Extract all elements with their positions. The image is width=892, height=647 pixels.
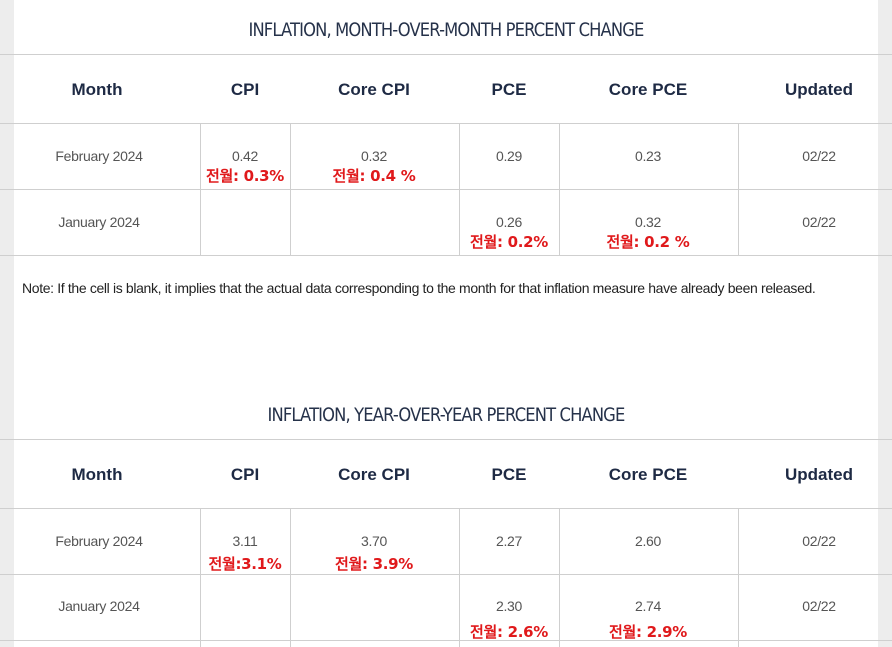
mom-row2-month: January 2024 <box>58 214 140 230</box>
yoy-row1-month: February 2024 <box>55 533 143 549</box>
yoy-header-updated: Updated <box>785 465 853 484</box>
divider <box>0 54 892 55</box>
yoy-table-title: INFLATION, YEAR-OVER-YEAR PERCENT CHANGE <box>267 404 626 426</box>
mom-table-title: INFLATION, MONTH-OVER-MONTH PERCENT CHAN… <box>248 19 644 41</box>
yoy-row2-core-pce: 2.74 <box>634 598 662 614</box>
yoy-row1-pce: 2.27 <box>495 533 523 549</box>
divider <box>559 123 560 255</box>
mom-row2-pce-prev: 전월: 0.2% <box>469 233 549 251</box>
divider <box>0 574 892 575</box>
divider <box>0 508 892 509</box>
mom-header-core-pce: Core PCE <box>608 80 688 99</box>
divider <box>0 255 892 256</box>
yoy-row1-core-pce: 2.60 <box>634 533 662 549</box>
mom-header-cpi: CPI <box>230 80 260 99</box>
mom-header-core-cpi: Core CPI <box>338 80 410 99</box>
divider <box>738 508 739 647</box>
divider <box>459 508 460 647</box>
divider <box>738 123 739 255</box>
divider <box>200 508 201 647</box>
divider <box>459 123 460 255</box>
yoy-row2-pce: 2.30 <box>495 598 523 614</box>
yoy-row1-updated: 02/22 <box>802 533 836 549</box>
mom-row2-pce: 0.26 <box>495 214 523 230</box>
mom-row1-updated: 02/22 <box>802 148 836 164</box>
mom-row1-cpi: 0.42 <box>231 148 259 164</box>
yoy-header-core-cpi: Core CPI <box>338 465 410 484</box>
yoy-row1-cpi-prev: 전월:3.1% <box>208 555 282 573</box>
mom-header-pce: PCE <box>491 80 527 99</box>
yoy-header-month: Month <box>71 465 123 484</box>
mom-header-updated: Updated <box>785 80 853 99</box>
divider <box>0 189 892 190</box>
yoy-row1-core-cpi: 3.70 <box>360 533 388 549</box>
mom-row1-month: February 2024 <box>55 148 143 164</box>
divider <box>0 439 892 440</box>
yoy-row1-core-cpi-prev: 전월: 3.9% <box>334 555 414 573</box>
yoy-row1-cpi: 3.11 <box>232 533 258 549</box>
divider <box>200 123 201 255</box>
divider <box>290 123 291 255</box>
divider <box>559 508 560 647</box>
yoy-row2-month: January 2024 <box>58 598 140 614</box>
mom-row2-core-pce-prev: 전월: 0.2 % <box>606 233 690 251</box>
yoy-row2-core-pce-prev: 전월: 2.9% <box>608 623 688 641</box>
mom-row1-pce: 0.29 <box>495 148 523 164</box>
mom-row2-core-pce: 0.32 <box>634 214 662 230</box>
yoy-row2-updated: 02/22 <box>802 598 836 614</box>
mom-row1-core-cpi-prev: 전월: 0.4 % <box>332 167 416 185</box>
mom-row1-core-pce: 0.23 <box>634 148 662 164</box>
yoy-header-cpi: CPI <box>230 465 260 484</box>
yoy-header-core-pce: Core PCE <box>608 465 688 484</box>
divider <box>0 123 892 124</box>
mom-row2-updated: 02/22 <box>802 214 836 230</box>
table-note: Note: If the cell is blank, it implies t… <box>22 280 816 296</box>
yoy-row2-pce-prev: 전월: 2.6% <box>469 623 549 641</box>
mom-row1-core-cpi: 0.32 <box>360 148 388 164</box>
mom-row1-cpi-prev: 전월: 0.3% <box>205 167 285 185</box>
divider <box>290 508 291 647</box>
divider <box>0 640 892 641</box>
yoy-header-pce: PCE <box>491 465 527 484</box>
mom-header-month: Month <box>71 80 123 99</box>
